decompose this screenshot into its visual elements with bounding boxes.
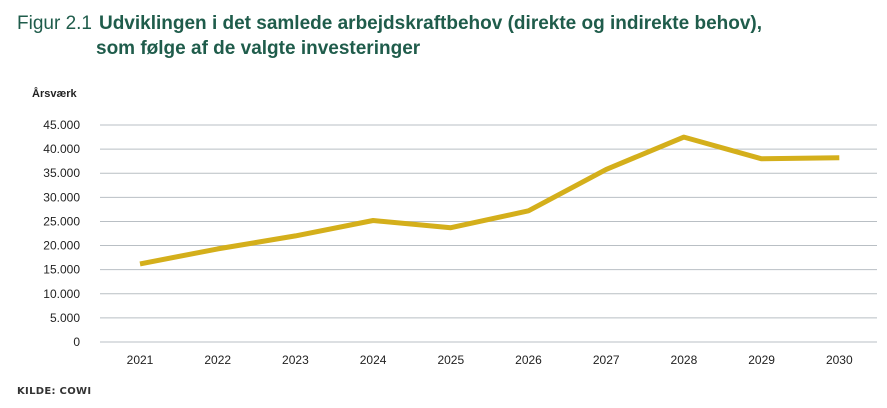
series-line — [139, 134, 840, 267]
title-line-2: som følge af de valgte investeringer — [96, 38, 421, 59]
x-tick-label: 2027 — [593, 353, 620, 367]
x-tick-label: 2030 — [826, 353, 853, 367]
y-tick-label: 15.000 — [43, 263, 80, 277]
x-tick-label: 2022 — [204, 353, 231, 367]
y-tick-label: 10.000 — [43, 287, 80, 301]
x-tick-label: 2029 — [748, 353, 775, 367]
x-tick-label: 2021 — [127, 353, 154, 367]
y-tick-label: 5.000 — [50, 311, 80, 325]
x-tick-label: 2024 — [360, 353, 387, 367]
y-axis-label: Årsværk — [32, 88, 77, 100]
x-tick-label: 2023 — [282, 353, 309, 367]
figure-label: Figur 2.1 — [17, 13, 92, 34]
y-tick-label: 40.000 — [43, 142, 80, 156]
x-tick-label: 2025 — [437, 353, 464, 367]
series-group — [139, 134, 840, 267]
y-tick-label: 35.000 — [43, 166, 80, 180]
y-tick-label: 30.000 — [43, 190, 80, 204]
y-tick-label: 20.000 — [43, 239, 80, 253]
title-line-1: Udviklingen i det samlede arbejdskraftbe… — [98, 13, 763, 34]
x-tick-labels: 2021 2022 2023 2024 2025 2026 2027 2028 2029 2030 — [127, 353, 853, 367]
y-tick-label: 45.000 — [43, 118, 80, 132]
chart-title: Figur 2.1 Udviklingen i det samlede arbe… — [17, 12, 877, 62]
y-tick-labels: 0 5.000 10.000 15.000 20.000 25.000 30.000 35.0… — [43, 118, 80, 349]
x-tick-label: 2028 — [671, 353, 698, 367]
y-tick-label: 0 — [73, 335, 80, 349]
gridlines — [100, 124, 877, 343]
source-note: KILDE: COWI — [17, 386, 92, 397]
x-tick-label: 2026 — [515, 353, 542, 367]
y-tick-label: 25.000 — [43, 214, 80, 228]
